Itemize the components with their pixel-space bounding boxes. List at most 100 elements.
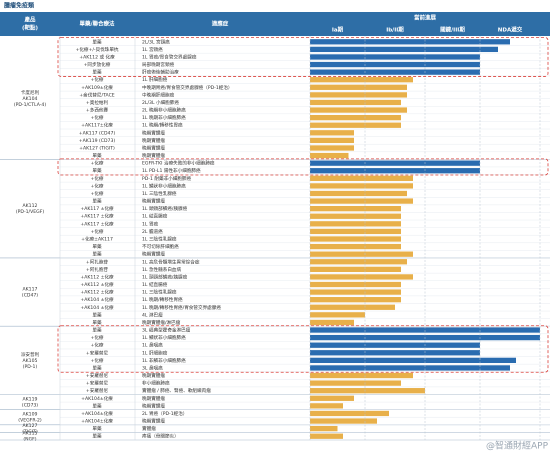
therapy: 單藥 — [92, 167, 102, 174]
indication: 1L 宮頸癌 — [142, 46, 163, 53]
indication: 1L PD-L1 陽性非小細胞肺癌 — [142, 167, 201, 174]
progress-bar — [310, 61, 480, 68]
therapy: 單藥 — [92, 243, 102, 250]
therapy: +AK117 ±化療 — [80, 213, 114, 220]
progress-bar — [310, 99, 401, 106]
progress-bar — [310, 342, 480, 348]
progress-bar — [310, 84, 407, 90]
product-target: (CD73) — [22, 403, 38, 409]
therapy: 單藥 — [92, 38, 102, 45]
therapy: +化療 — [90, 160, 103, 167]
progress-bar — [310, 46, 498, 53]
progress-bar — [310, 168, 480, 174]
header-progress: 當前進展 — [414, 14, 437, 22]
phase-header: 關鍵/III期 — [440, 26, 465, 34]
watermark: @智通財經APP — [486, 440, 549, 452]
progress-bar — [310, 281, 401, 288]
therapy: +安羅替尼 — [86, 387, 109, 394]
product-target: (PD-1/VEGF) — [16, 209, 44, 215]
progress-bar — [310, 372, 413, 379]
therapy: +AK104 ±化療 — [80, 304, 114, 311]
phase-header: NDA遞交 — [498, 26, 523, 34]
progress-bar — [310, 403, 343, 409]
indication: 1L 三陰性乳腺癌 — [142, 190, 177, 197]
indication: 1L 鼻咽癌 — [142, 342, 163, 349]
indication: 2L 膽道癌 — [142, 228, 163, 235]
indication: 1L 結直腸癌 — [142, 213, 168, 220]
indication: 疼痛（骨關節炎） — [142, 433, 179, 440]
therapy: +AK104±化療 — [81, 395, 113, 402]
indication: 晚期實體瘤 — [142, 137, 165, 144]
progress-bar — [310, 425, 338, 432]
product-target: (PD-1/CTLA-4) — [14, 102, 47, 108]
indication: 晚期實體瘤 — [142, 372, 165, 379]
therapy: +化療 — [90, 190, 103, 197]
indication: 晚期實體瘤 — [142, 395, 165, 402]
therapy: +AK112 ±化療 — [80, 273, 114, 280]
therapy: +AK119 (CD73) — [79, 138, 116, 144]
indication: PD-1 耐藥非小細胞肺癌 — [142, 175, 192, 182]
progress-bar — [310, 266, 401, 272]
progress-bar — [310, 410, 389, 417]
therapy: 單藥 — [92, 251, 102, 258]
indication: 1L 胃癌/胃食管交界處腺癌 — [142, 53, 197, 60]
product-product: AK112 — [23, 203, 38, 209]
indication: 1L 頭頸部鱗癌/胰腺癌 — [142, 273, 188, 280]
therapy: 單藥 — [92, 425, 102, 432]
product-product: AK115 — [23, 431, 38, 437]
therapy: +AK112 ±化療 — [80, 289, 114, 296]
therapy: +AK104 ±化療 — [80, 296, 114, 303]
therapy: +多西他賽 — [86, 107, 109, 114]
product-code: AK104 — [23, 96, 38, 102]
progress-bar — [310, 259, 407, 265]
therapy: +AK112 ±化療 — [80, 281, 114, 288]
therapy: +化療 — [90, 182, 103, 189]
therapy: +AK104±化療 — [81, 410, 113, 417]
indication: 1L 鱗狀非小細胞肺癌 — [142, 334, 186, 341]
therapy: 單藥 — [92, 364, 102, 371]
therapy: +侖伐替尼/TACE — [79, 91, 114, 98]
progress-bar — [310, 54, 480, 60]
product-target: (VEGFR-2) — [18, 418, 42, 424]
progress-bar — [310, 160, 480, 166]
indication: 晚期實體瘤 — [142, 418, 165, 425]
therapy: +AK112 或 化療 — [79, 53, 115, 60]
indication: 肝癌術後輔助治療 — [142, 69, 179, 76]
therapy: 單藥 — [92, 152, 102, 159]
progress-bar — [310, 395, 354, 401]
phase-header: Ib/II期 — [386, 26, 404, 34]
indication: 晚期實體瘤 — [142, 152, 165, 159]
therapy: +阿扎胞苷 — [86, 258, 109, 265]
indication: 晚期實體瘤 — [142, 129, 165, 136]
progress-bar — [310, 297, 401, 303]
indication: 1L 三陰性乳腺癌 — [142, 289, 177, 296]
progress-bar — [310, 274, 413, 280]
therapy: +化療 — [90, 228, 103, 235]
indication: 晚期實體瘤 — [142, 198, 165, 205]
indication: EGFR-TKI 治療失敗的非小細胞肺癌 — [142, 160, 215, 167]
product-code: AK105 — [23, 358, 38, 364]
indication: 1L 高危骨髓增生異常綜合症 — [142, 258, 200, 265]
indication: 2L 晚期非小細胞肺癌 — [142, 107, 186, 114]
indication: 2L/3L 宮頸癌 — [142, 38, 170, 45]
header-product: 產品 — [23, 16, 36, 24]
progress-bar — [310, 365, 510, 371]
title: 腫瘤免疫類 — [4, 2, 35, 10]
product-target: (PD-1) — [23, 364, 38, 370]
indication: 1L 肝細胞癌 — [142, 349, 168, 356]
indication: 1L 晚期/轉移性胃癌 — [142, 296, 183, 303]
therapy: +化療+/-貝伐珠單抗 — [75, 46, 118, 53]
product-product: AK127 — [23, 423, 38, 429]
therapy: +AK104±化療 — [81, 418, 113, 425]
progress-bar — [310, 380, 401, 386]
progress-bar — [310, 130, 354, 136]
indication: 1L 晚期/轉移性胃癌/胃食管交界處腺癌 — [142, 304, 221, 311]
progress-bar — [310, 137, 354, 144]
progress-bar — [310, 418, 377, 424]
therapy: +AK127 (TIGIT) — [79, 145, 115, 151]
therapy: +AK117±化療 — [81, 122, 113, 129]
therapy: +化療±AK117 — [81, 236, 113, 243]
therapy: +化療 — [90, 334, 103, 341]
indication: 不可切除肝細胞癌 — [142, 243, 179, 250]
progress-bar — [310, 312, 365, 318]
